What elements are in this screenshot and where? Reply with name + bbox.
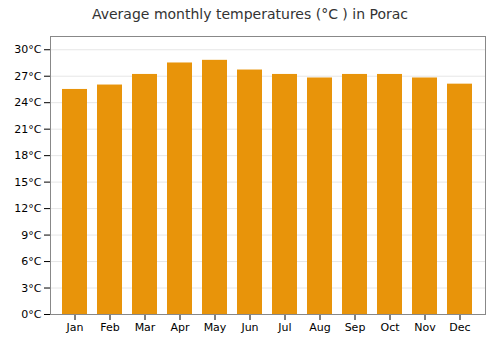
svg-text:Mar: Mar [135, 321, 156, 334]
svg-text:0°C: 0°C [21, 308, 41, 321]
svg-text:21°C: 21°C [14, 123, 41, 136]
svg-text:30°C: 30°C [14, 43, 41, 56]
svg-text:May: May [204, 321, 227, 334]
svg-text:Aug: Aug [309, 321, 330, 334]
svg-text:6°C: 6°C [21, 255, 41, 268]
svg-text:Sep: Sep [345, 321, 366, 334]
svg-text:Apr: Apr [170, 321, 190, 334]
svg-text:Nov: Nov [414, 321, 436, 334]
svg-text:12°C: 12°C [14, 202, 41, 215]
svg-text:Dec: Dec [449, 321, 470, 334]
svg-text:9°C: 9°C [21, 229, 41, 242]
svg-text:18°C: 18°C [14, 149, 41, 162]
svg-text:Jan: Jan [66, 321, 84, 334]
svg-text:3°C: 3°C [21, 282, 41, 295]
svg-text:Jul: Jul [277, 321, 291, 334]
svg-text:24°C: 24°C [14, 96, 41, 109]
svg-text:27°C: 27°C [14, 70, 41, 83]
svg-text:15°C: 15°C [14, 176, 41, 189]
svg-text:Oct: Oct [380, 321, 400, 334]
html-text:Average monthly temperatures (: Average monthly temperatures (°C ) in Po… [91, 6, 408, 22]
svg-text:Jun: Jun [240, 321, 258, 334]
svg-text:Feb: Feb [100, 321, 119, 334]
